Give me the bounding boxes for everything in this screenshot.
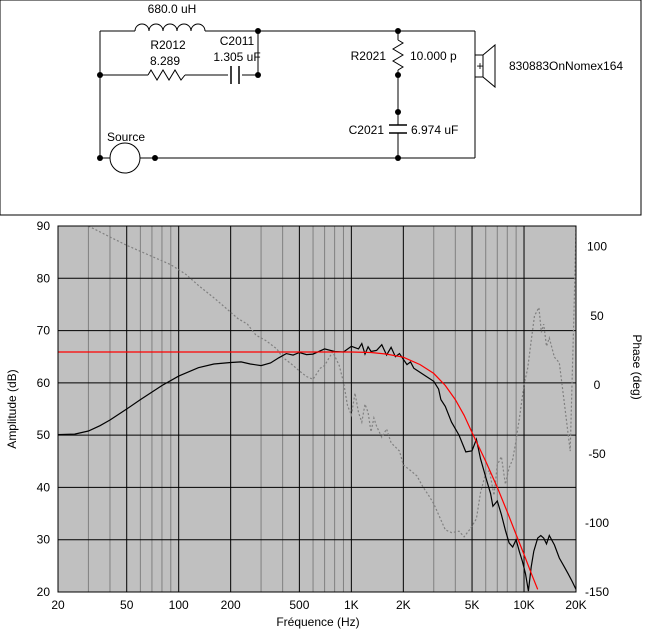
r2012-value: 8.289	[150, 54, 180, 68]
chart-axes: 20 50 100 200 500 1K 2K 5K 10K 20K203040506070809…	[37, 219, 610, 612]
signal-source: Source	[107, 130, 145, 174]
speaker-plus-sign: +	[476, 59, 483, 73]
chart-series	[58, 226, 576, 592]
capacitor-c2021: C2021 6.974 uF	[349, 123, 459, 137]
y2-tick-label: 50	[590, 309, 604, 323]
x-tick-label: 50	[120, 598, 134, 612]
x-tick-label: 1K	[344, 598, 359, 612]
series-line-phase	[88, 226, 576, 538]
source-label: Source	[107, 130, 145, 144]
series-line-amplitude	[58, 342, 576, 592]
x-tick-label: 20K	[565, 598, 586, 612]
x-tick-label: 20	[51, 598, 65, 612]
y2-tick-label: -150	[585, 585, 609, 599]
y-tick-label: 60	[37, 376, 51, 390]
r2021-value: 10.000 p	[410, 49, 457, 63]
y-tick-label: 80	[37, 271, 51, 285]
frequency-response-chart: 20 50 100 200 500 1K 2K 5K 10K 20K203040506070809…	[0, 217, 645, 640]
x-tick-label: 200	[221, 598, 241, 612]
y-tick-label: 20	[37, 585, 51, 599]
x-tick-label: 5K	[465, 598, 480, 612]
c2011-name: C2011	[220, 34, 255, 48]
speaker-driver: + 830883OnNomex164	[474, 43, 623, 89]
y2-axis-title: Phase (deg)	[630, 334, 644, 399]
y2-tick-label: 100	[587, 240, 607, 254]
x-tick-label: 10K	[513, 598, 534, 612]
y-axis-title: Amplitude (dB)	[5, 369, 19, 448]
capacitor-c2011: C2011 1.305 uF	[213, 34, 261, 84]
y2-tick-label: -100	[585, 516, 609, 530]
plot-area	[57, 225, 577, 593]
y-tick-label: 40	[37, 480, 51, 494]
resistor-r2021: R2021 10.000 p	[351, 39, 457, 71]
schematic-nodes	[97, 28, 401, 161]
y2-tick-label: -50	[588, 447, 606, 461]
c2021-value: 6.974 uF	[411, 123, 458, 137]
y-tick-label: 70	[37, 324, 51, 338]
schematic-wires	[99, 30, 476, 159]
series-line-target	[58, 351, 539, 590]
x-axis-title: Fréquence (Hz)	[276, 615, 359, 629]
inductor-l2011: 680.0 uH	[134, 2, 206, 32]
inductor-value: 680.0 uH	[148, 2, 197, 16]
r2021-name: R2021	[351, 49, 387, 63]
y2-tick-label: 0	[594, 378, 601, 392]
c2011-value: 1.305 uF	[213, 50, 260, 64]
c2021-name: C2021	[349, 123, 385, 137]
y-tick-label: 50	[37, 428, 51, 442]
resistor-r2012: R2012 8.289	[147, 38, 186, 81]
x-tick-label: 100	[169, 598, 189, 612]
y-tick-label: 30	[37, 533, 51, 547]
x-tick-label: 2K	[396, 598, 411, 612]
x-tick-label: 500	[289, 598, 309, 612]
speaker-label: 830883OnNomex164	[509, 59, 623, 73]
r2012-name: R2012	[150, 38, 186, 52]
crossover-schematic: 680.0 uH R2012 8.289 C2011 1.305 uF R202…	[0, 0, 642, 216]
y-tick-label: 90	[37, 219, 51, 233]
